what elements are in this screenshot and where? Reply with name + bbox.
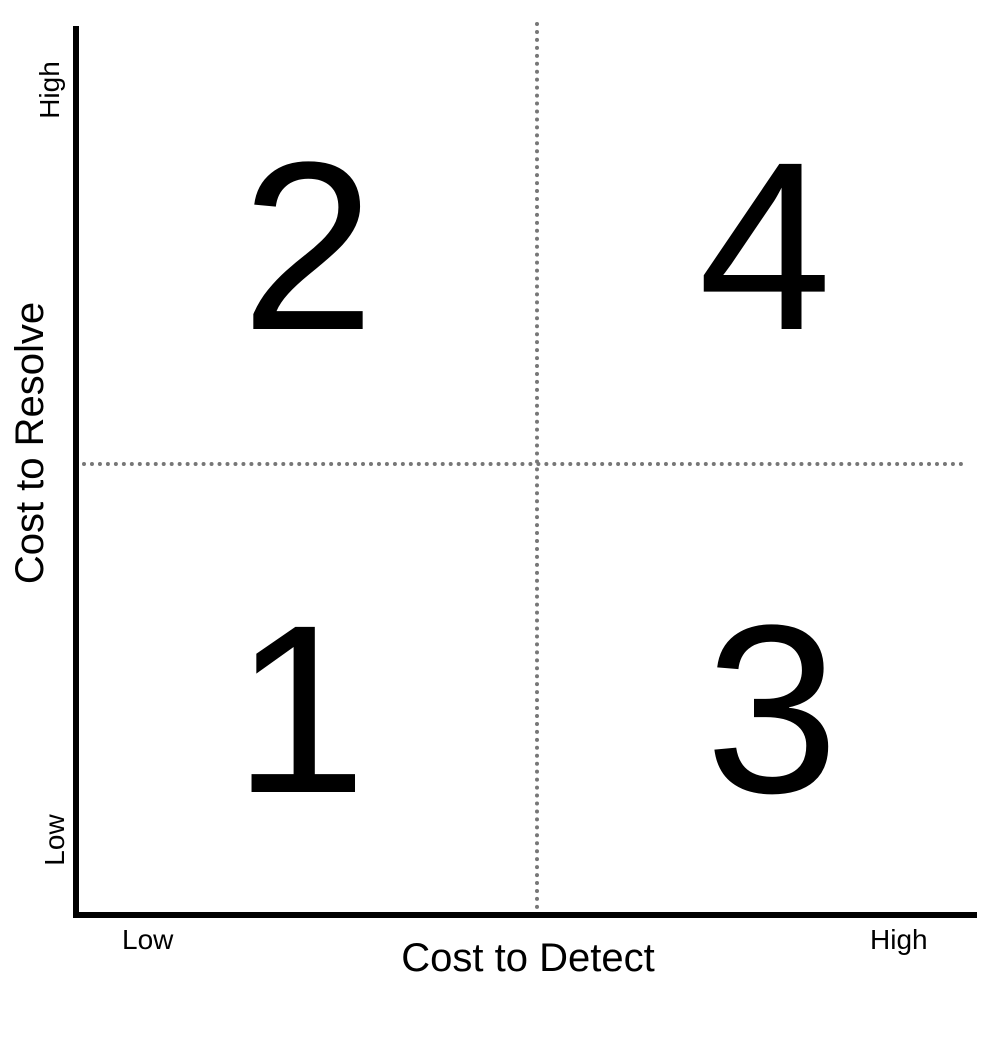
quadrant-bottom-left-number: 1 xyxy=(233,575,367,843)
vertical-divider xyxy=(535,22,539,910)
x-axis-line xyxy=(73,912,977,918)
quadrant-bottom-right-number: 3 xyxy=(705,575,839,843)
x-axis-title: Cost to Detect xyxy=(401,936,655,980)
y-axis-high-label: High xyxy=(34,61,65,119)
quadrant-top-right-number: 4 xyxy=(698,112,832,380)
y-axis-low-label: Low xyxy=(39,814,70,866)
quadrant-top-left-number: 2 xyxy=(241,112,375,380)
x-axis-high-label: High xyxy=(870,924,928,955)
horizontal-divider xyxy=(82,462,964,466)
y-axis-title: Cost to Resolve xyxy=(8,301,52,585)
y-axis-line xyxy=(73,26,79,918)
x-axis-low-label: Low xyxy=(122,924,174,955)
